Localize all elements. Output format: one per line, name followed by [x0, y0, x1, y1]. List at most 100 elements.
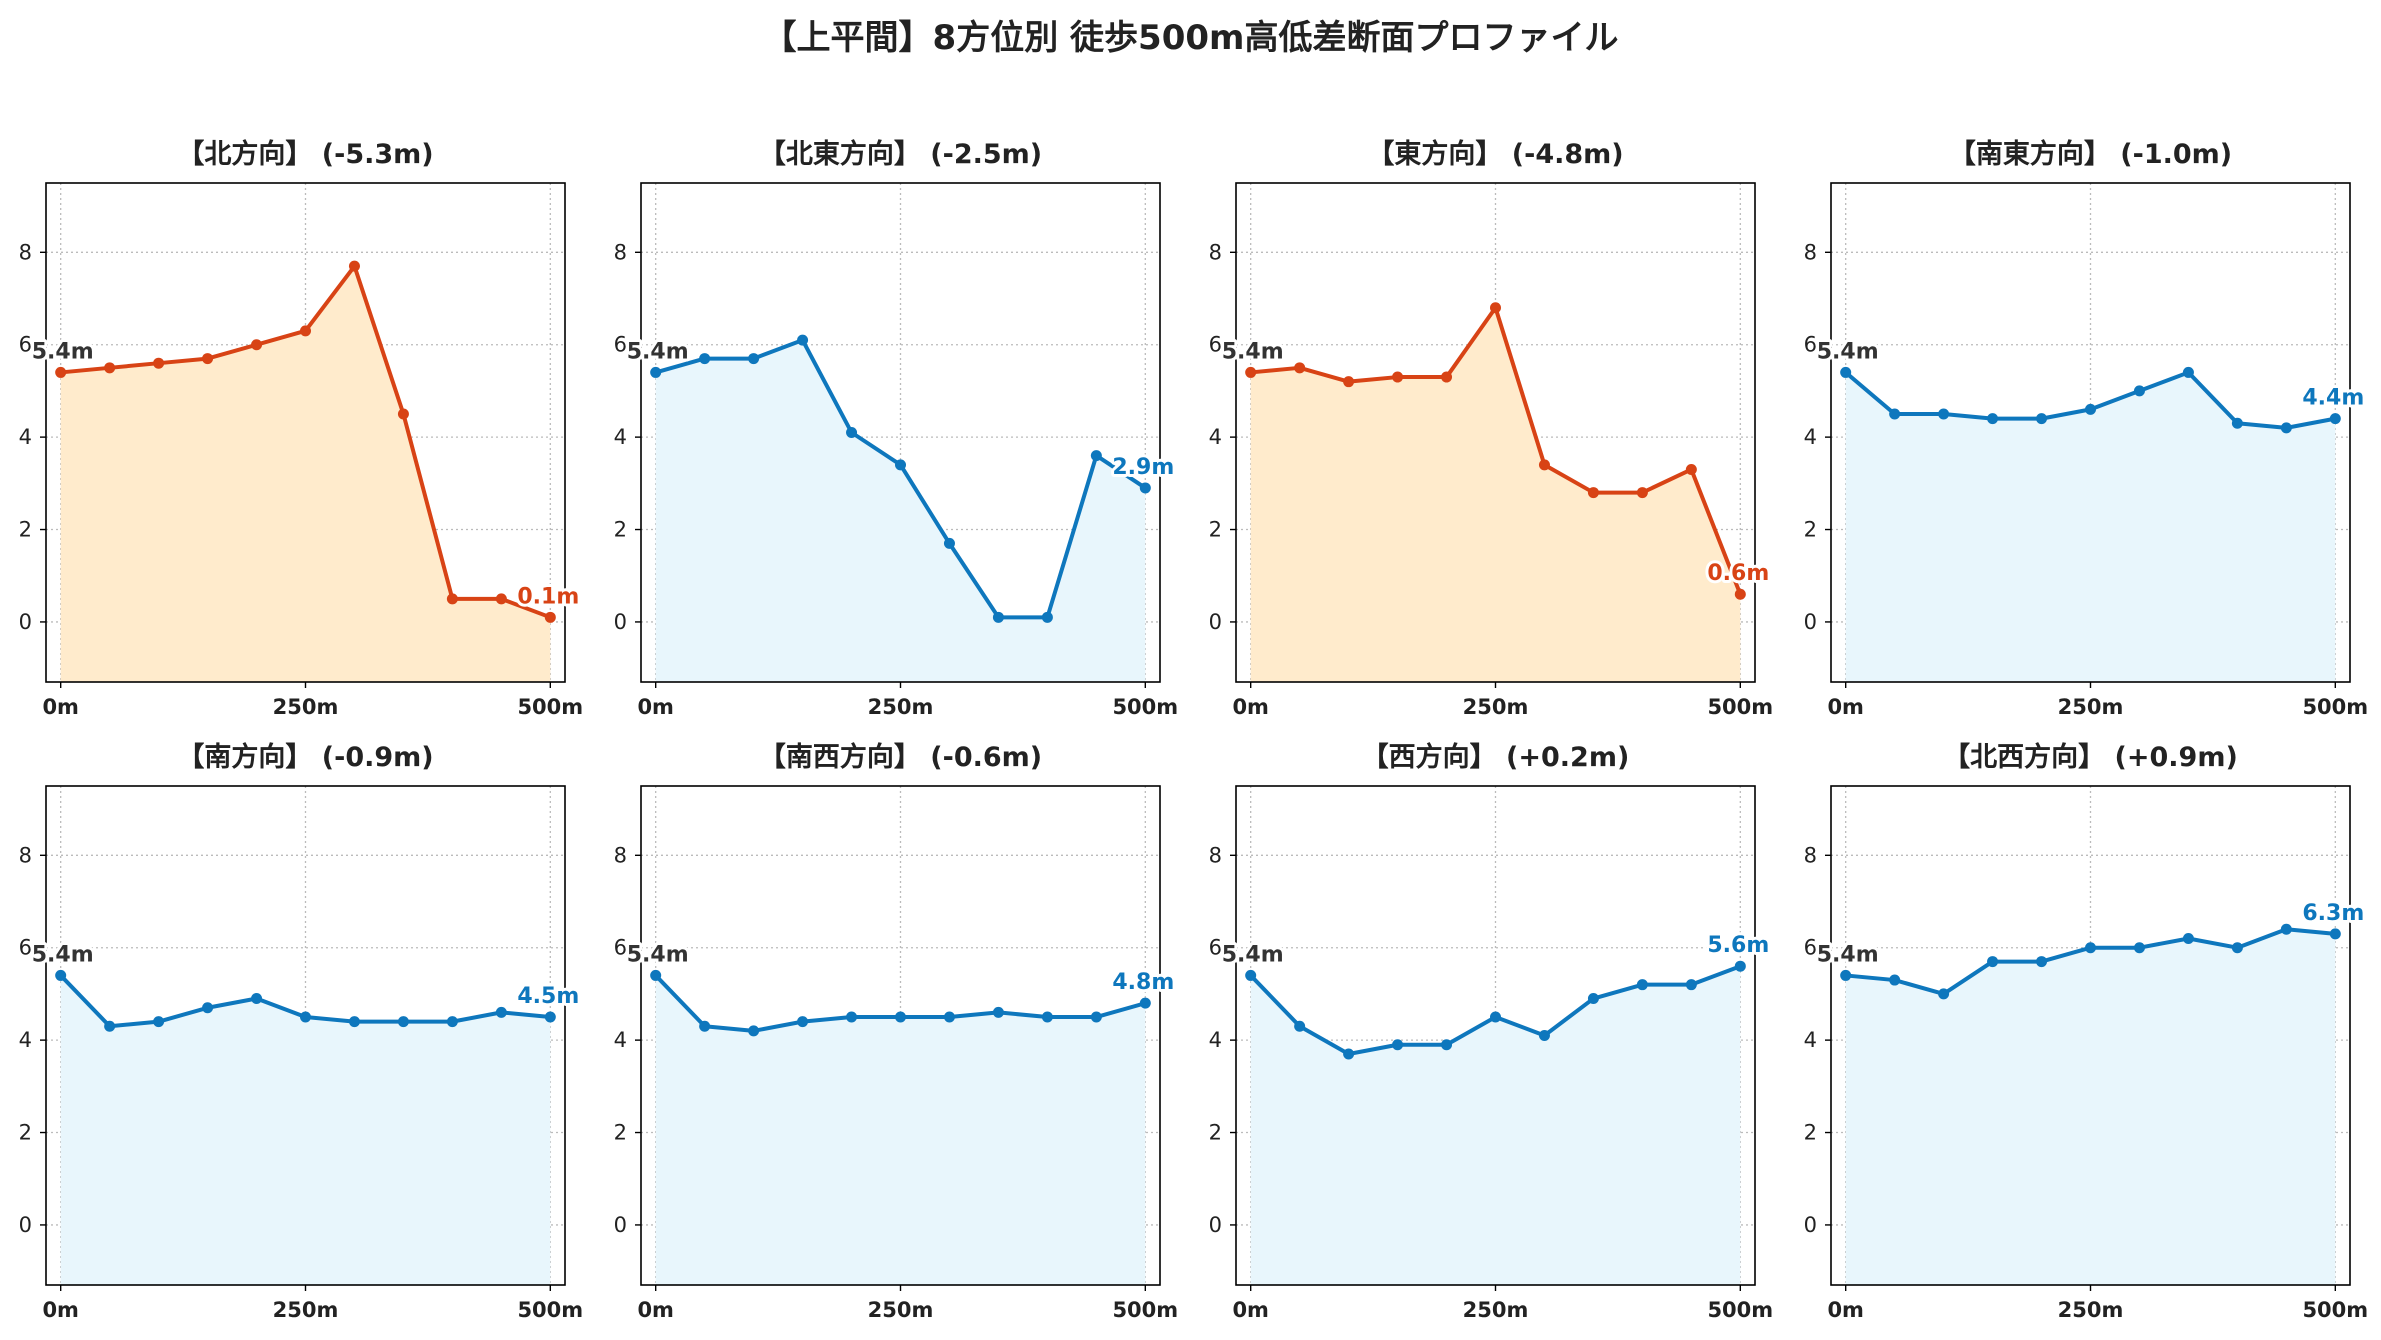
data-point	[446, 1016, 458, 1028]
x-tick-label: 250m	[273, 1298, 339, 1322]
data-point	[544, 1011, 556, 1023]
data-point	[1441, 371, 1453, 383]
data-point	[650, 366, 662, 378]
data-point	[397, 408, 409, 420]
y-tick-label: 6	[19, 333, 32, 357]
area-fill	[655, 975, 1146, 1285]
y-tick-label: 8	[614, 240, 627, 264]
area-fill	[60, 266, 551, 682]
start-value-label: 5.4m	[1222, 339, 1284, 364]
y-tick-label: 4	[614, 1028, 627, 1052]
data-point	[992, 1006, 1004, 1018]
x-tick-label: 0m	[1827, 695, 1864, 719]
y-tick-label: 0	[1804, 610, 1817, 634]
chart-panel-southwest: 【南西方向】 (-0.6m) 0 2 4 6 8 0m 250m 500m 5.4m 4.8m	[595, 728, 1185, 1337]
data-point	[2036, 956, 2048, 968]
data-point	[2133, 942, 2145, 954]
data-point	[446, 593, 458, 605]
data-point	[1840, 366, 1852, 378]
y-tick-label: 2	[19, 1121, 32, 1145]
data-point	[2182, 366, 2194, 378]
y-tick-label: 6	[1804, 936, 1817, 960]
data-point	[2085, 403, 2096, 415]
data-point	[1636, 979, 1648, 991]
chart-south: 【南方向】 (-0.9m) 0 2 4 6 8 0m 250m 500m 5.4m 4.5m	[19, 741, 584, 1322]
area-fill	[60, 975, 551, 1285]
y-tick-label: 2	[19, 518, 32, 542]
data-point	[846, 427, 858, 438]
end-value-label: 2.9m	[1112, 455, 1174, 480]
chart-southwest: 【南西方向】 (-0.6m) 0 2 4 6 8 0m 250m 500m 5.4m 4.8m	[614, 741, 1179, 1322]
end-value-label: 0.6m	[1707, 561, 1769, 586]
start-value-label: 5.4m	[627, 339, 689, 364]
end-value-label: 6.3m	[2302, 901, 2364, 926]
y-tick-label: 4	[19, 1028, 32, 1052]
data-point	[348, 1016, 360, 1028]
data-point	[2182, 932, 2194, 944]
data-point	[1392, 1039, 1404, 1051]
x-tick-label: 250m	[2058, 1298, 2124, 1322]
data-point	[699, 1020, 711, 1032]
end-value-label: 4.4m	[2302, 386, 2364, 411]
y-tick-label: 8	[1804, 240, 1817, 264]
chart-panel-south: 【南方向】 (-0.9m) 0 2 4 6 8 0m 250m 500m 5.4m 4.5m	[0, 728, 590, 1337]
end-value-label: 0.1m	[517, 584, 579, 609]
chart-panel-northeast: 【北東方向】 (-2.5m) 0 2 4 6 8 0m 250m 500m 5.4m 2.9m	[595, 125, 1185, 734]
y-tick-label: 6	[19, 936, 32, 960]
data-point	[1392, 371, 1404, 383]
x-tick-label: 250m	[2058, 695, 2124, 719]
data-point	[1636, 487, 1648, 499]
x-tick-label: 500m	[1707, 1298, 1773, 1322]
y-tick-label: 2	[614, 1121, 627, 1145]
data-point	[1889, 974, 1901, 986]
data-point	[1889, 408, 1901, 420]
data-point	[300, 1011, 311, 1023]
chart-north: 【北方向】 (-5.3m) 0 2 4 6 8 0m 250m 500m 5.4m 0.1m	[19, 138, 584, 719]
data-point	[1938, 408, 1950, 420]
data-point	[748, 353, 760, 365]
chart-title: 【北東方向】 (-2.5m)	[759, 138, 1042, 170]
data-point	[1490, 1011, 1501, 1023]
y-tick-label: 8	[1209, 843, 1222, 867]
data-point	[1538, 1030, 1550, 1041]
data-point	[2036, 413, 2048, 425]
y-tick-label: 2	[1804, 1121, 1817, 1145]
chart-title: 【北西方向】 (+0.9m)	[1943, 741, 2238, 773]
data-point	[495, 1006, 507, 1018]
data-point	[2133, 385, 2145, 397]
data-point	[153, 357, 165, 369]
start-value-label: 5.4m	[1222, 942, 1284, 967]
x-tick-label: 500m	[2302, 695, 2368, 719]
start-value-label: 5.4m	[1817, 339, 1879, 364]
data-point	[1041, 1011, 1053, 1023]
data-point	[1587, 993, 1599, 1005]
chart-title: 【西方向】 (+0.2m)	[1362, 741, 1630, 773]
data-point	[992, 611, 1004, 623]
x-tick-label: 250m	[273, 695, 339, 719]
chart-title: 【北方向】 (-5.3m)	[177, 138, 433, 170]
end-value-label: 4.5m	[517, 984, 579, 1009]
chart-title: 【南方向】 (-0.9m)	[177, 741, 433, 773]
data-point	[1294, 362, 1306, 374]
chart-northeast: 【北東方向】 (-2.5m) 0 2 4 6 8 0m 250m 500m 5.4m 2.9m	[614, 138, 1179, 719]
x-tick-label: 250m	[868, 695, 934, 719]
data-point	[1090, 450, 1102, 462]
data-point	[1987, 413, 1999, 425]
data-point	[348, 260, 360, 272]
start-value-label: 5.4m	[1817, 942, 1879, 967]
x-tick-label: 500m	[1707, 695, 1773, 719]
data-point	[1343, 376, 1355, 388]
chart-panel-west: 【西方向】 (+0.2m) 0 2 4 6 8 0m 250m 500m 5.4m 5.6m	[1190, 728, 1780, 1337]
y-tick-label: 2	[1209, 518, 1222, 542]
x-tick-label: 500m	[517, 1298, 583, 1322]
x-tick-label: 0m	[1232, 695, 1269, 719]
data-point	[1294, 1020, 1306, 1032]
area-fill	[1845, 372, 2336, 682]
data-point	[251, 339, 263, 351]
y-tick-label: 0	[1804, 1213, 1817, 1237]
x-tick-label: 0m	[1232, 1298, 1269, 1322]
data-point	[2280, 422, 2292, 434]
data-point	[1987, 956, 1999, 968]
end-value-label: 4.8m	[1112, 970, 1174, 995]
data-point	[1490, 302, 1501, 314]
